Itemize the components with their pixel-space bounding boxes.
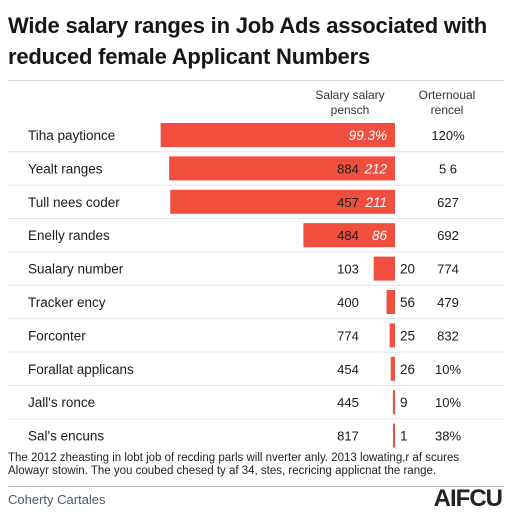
bar-value-label: 26	[400, 362, 415, 377]
chart-title-line-1: Wide salary ranges in Job Ads associated…	[8, 13, 488, 38]
salary-value-cell: 454	[337, 362, 359, 377]
bar-value-label: 99.3%	[349, 128, 387, 143]
bar	[303, 223, 395, 248]
percent-value-cell: 38%	[435, 429, 461, 444]
footer-divider	[8, 486, 504, 487]
salary-value-cell: 103	[337, 262, 359, 277]
bar-value-label: 212	[363, 161, 387, 176]
bar	[160, 123, 395, 147]
bar	[170, 189, 395, 214]
bar-value-label: 25	[400, 328, 415, 343]
bar	[392, 390, 395, 415]
chart-title-line-2: reduced female Applicant Numbers	[8, 44, 370, 69]
category-label: Forconter	[28, 328, 86, 343]
category-label: Yealt ranges	[28, 161, 103, 176]
salary-value-cell: 774	[337, 328, 359, 343]
category-label: Enelly randes	[28, 228, 110, 243]
category-label: Tiha paytionce	[28, 128, 115, 143]
bar-value-label: 9	[400, 395, 408, 410]
column-header-percent-line-1: Orternoual	[418, 88, 476, 102]
category-label: Sal's encuns	[28, 429, 104, 444]
percent-value-cell: 832	[437, 328, 459, 343]
salary-value-cell: 445	[337, 395, 359, 410]
column-header-salary-line-2: pensch	[330, 103, 370, 117]
bar	[390, 356, 395, 381]
footnote-line-2: Alowayr stowin. The you coubed chesed ty…	[8, 465, 437, 477]
bar-value-label: 211	[364, 195, 387, 210]
salary-value-cell: 884	[337, 161, 359, 176]
column-header-salary-line-1: Salary salary	[315, 88, 385, 102]
bar	[386, 290, 395, 314]
percent-value-cell: 10%	[435, 395, 461, 410]
header-divider	[8, 80, 504, 81]
percent-value-cell: 627	[437, 195, 459, 210]
category-label: Forallat applicans	[28, 362, 134, 377]
percent-value-cell: 774	[437, 262, 459, 277]
salary-value-cell: 484	[337, 228, 359, 243]
bar-value-label: 20	[400, 262, 415, 277]
bar-value-label: 1	[400, 429, 408, 444]
source-label: Coherty Cartales	[8, 492, 106, 507]
bar-value-label: 56	[400, 295, 415, 310]
salary-value-cell: 817	[337, 429, 359, 444]
category-label: Tull nees coder	[28, 195, 120, 210]
bar	[389, 323, 395, 348]
percent-value-cell: 10%	[435, 362, 461, 377]
percent-value-cell: 692	[437, 228, 459, 243]
column-header-percent: Orternoual rencel	[402, 88, 492, 118]
bar-value-label: 86	[372, 228, 388, 243]
footnote: The 2012 zheasting in lobt job of recdin…	[8, 452, 504, 478]
brand-logo: AIFCU	[433, 485, 503, 512]
percent-value-cell: 5 6	[439, 161, 457, 176]
bar	[393, 423, 395, 448]
category-label: Sualary number	[28, 262, 124, 277]
percent-value-cell: 479	[437, 295, 459, 310]
column-header-salary: Salary salary pensch	[300, 88, 400, 118]
salary-value-cell: 400	[337, 295, 359, 310]
category-label: Tracker ency	[28, 295, 106, 310]
salary-value-cell: 457	[337, 195, 359, 210]
chart-title: Wide salary ranges in Job Ads associated…	[8, 10, 504, 72]
column-header-percent-line-2: rencel	[430, 103, 464, 117]
percent-value-cell: 120%	[431, 128, 465, 143]
bar	[373, 256, 395, 281]
footnote-line-1: The 2012 zheasting in lobt job of recdin…	[8, 452, 460, 464]
bar	[169, 156, 395, 181]
category-label: Jall's ronce	[28, 395, 95, 410]
